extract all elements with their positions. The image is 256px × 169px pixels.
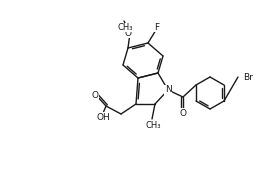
Text: OH: OH [96,113,110,122]
Text: Br: Br [243,73,253,81]
Text: N: N [165,86,171,94]
Text: O: O [179,108,187,117]
Text: O: O [124,29,132,38]
Text: CH₃: CH₃ [145,121,161,130]
Text: CH₃: CH₃ [117,23,133,32]
Text: F: F [154,22,159,31]
Text: O: O [91,91,99,100]
